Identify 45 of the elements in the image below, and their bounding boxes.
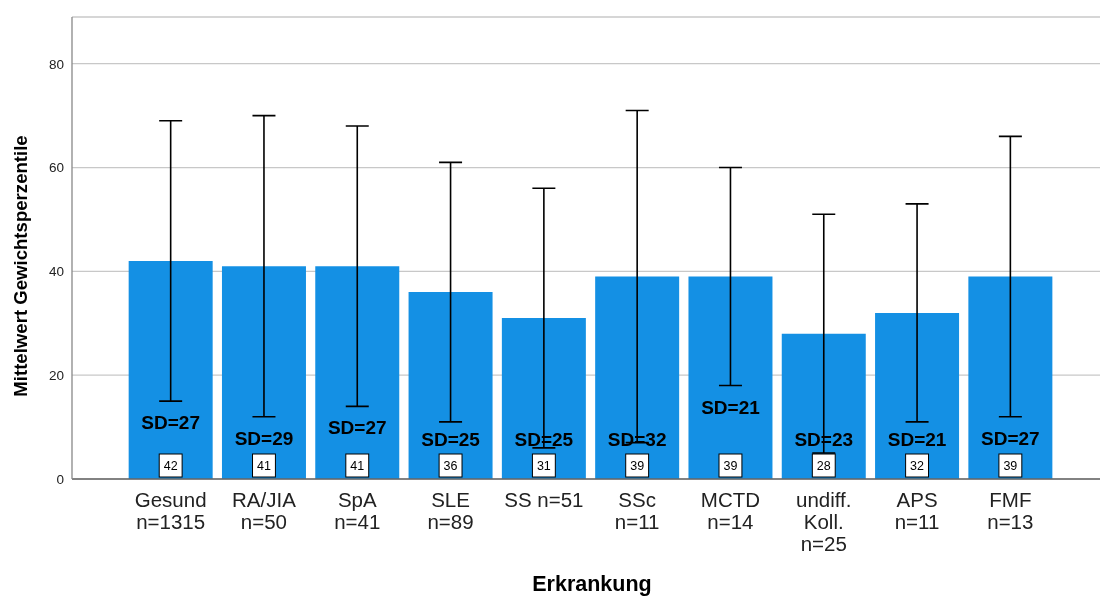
x-tick-label: SLE n=89: [427, 488, 474, 533]
x-tick-label: undiff. Koll. n=25: [796, 488, 852, 555]
annotation: SD=27: [141, 411, 200, 433]
data-label: 28: [816, 458, 831, 473]
x-tick-label: APS n=11: [894, 488, 940, 533]
y-tick-label: 0: [56, 471, 64, 487]
annotation: SD=21: [701, 396, 761, 418]
x-tick-label: SS n=51: [504, 488, 584, 511]
annotation: SD=25: [421, 428, 481, 450]
x-tick-label: FMF n=13: [987, 488, 1034, 533]
x-tick-label: MCTD n=14: [700, 488, 761, 533]
bar: [315, 266, 400, 479]
data-label: 41: [350, 458, 365, 473]
annotation: SD=21: [887, 428, 947, 450]
data-label: 39: [630, 458, 645, 473]
y-tick-label: 20: [48, 367, 64, 383]
data-label: 36: [443, 458, 458, 473]
bar: [595, 276, 680, 479]
x-tick-label: SpA n=41: [334, 488, 381, 533]
data-label: 42: [163, 458, 178, 473]
x-tick-label: SSc n=11: [614, 488, 660, 533]
bar: [501, 318, 586, 479]
bar: [408, 292, 493, 479]
y-tick-label: 40: [48, 264, 64, 280]
data-label: 39: [1003, 458, 1018, 473]
annotation: SD=27: [981, 427, 1040, 449]
x-tick-label: Gesund n=1315: [134, 488, 207, 533]
annotation: SD=32: [607, 428, 667, 450]
bar: [781, 333, 866, 479]
bar: [875, 312, 960, 479]
x-axis-title: Erkrankung: [532, 572, 652, 596]
data-label: 41: [257, 458, 271, 473]
bar: [968, 276, 1053, 479]
bar: [688, 276, 773, 479]
x-tick-label: RA/JIA n=50: [232, 488, 297, 533]
annotation: SD=29: [234, 427, 294, 449]
data-label: 32: [910, 458, 925, 473]
data-label: 39: [723, 458, 738, 473]
bar: [221, 266, 306, 479]
y-tick-label: 60: [48, 160, 64, 176]
bar: [128, 260, 213, 479]
y-axis-title: Mittelwert Gewichtsperzentile: [9, 135, 31, 397]
data-label: 31: [536, 458, 551, 473]
y-tick-label: 80: [48, 56, 64, 72]
annotation: SD=27: [327, 416, 387, 438]
